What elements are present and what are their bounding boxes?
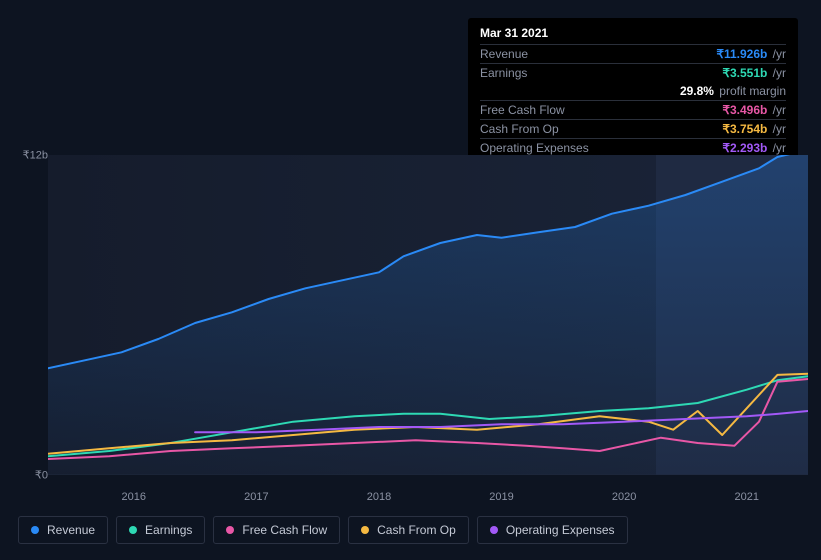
tooltip-row-value: ₹3.496b /yr bbox=[722, 103, 786, 117]
y-axis-tick-label: ₹12b bbox=[23, 149, 48, 162]
tooltip-row-value: 29.8% profit margin bbox=[680, 84, 786, 98]
tooltip-row-value: ₹3.754b /yr bbox=[722, 122, 786, 136]
x-axis-tick-label: 2017 bbox=[244, 491, 268, 503]
legend-label: Free Cash Flow bbox=[242, 523, 327, 537]
legend-dot-icon bbox=[129, 526, 137, 534]
chart-plot[interactable] bbox=[48, 155, 808, 475]
tooltip-row: Revenue ₹11.926b /yr bbox=[480, 44, 786, 63]
financial-chart: ₹0₹12b 201620172018201920202021 bbox=[18, 155, 808, 485]
x-axis-tick-label: 2016 bbox=[122, 491, 146, 503]
tooltip-row-value: ₹11.926b /yr bbox=[716, 47, 786, 61]
y-axis-tick-label: ₹0 bbox=[35, 469, 48, 482]
tooltip-row: Cash From Op ₹3.754b /yr bbox=[480, 119, 786, 138]
tooltip-rows: Revenue ₹11.926b /yr Earnings ₹3.551b /yr 29… bbox=[480, 44, 786, 157]
legend-dot-icon bbox=[226, 526, 234, 534]
tooltip-row-label: Revenue bbox=[480, 47, 528, 61]
legend-item[interactable]: Revenue bbox=[18, 516, 108, 544]
x-axis-tick-label: 2021 bbox=[734, 491, 758, 503]
tooltip-row-value: ₹2.293b /yr bbox=[722, 141, 786, 155]
tooltip-row: Free Cash Flow ₹3.496b /yr bbox=[480, 100, 786, 119]
tooltip-date: Mar 31 2021 bbox=[480, 26, 786, 44]
tooltip-row-label: Free Cash Flow bbox=[480, 103, 565, 117]
tooltip-row-value: ₹3.551b /yr bbox=[722, 66, 786, 80]
tooltip-row-label: Earnings bbox=[480, 66, 527, 80]
x-axis-tick-label: 2020 bbox=[612, 491, 636, 503]
legend-item[interactable]: Earnings bbox=[116, 516, 205, 544]
legend-item[interactable]: Free Cash Flow bbox=[213, 516, 340, 544]
x-axis-tick-label: 2019 bbox=[489, 491, 513, 503]
chart-tooltip: Mar 31 2021 Revenue ₹11.926b /yr Earnings ₹… bbox=[468, 18, 798, 165]
legend-dot-icon bbox=[361, 526, 369, 534]
legend-label: Earnings bbox=[145, 523, 192, 537]
legend-dot-icon bbox=[490, 526, 498, 534]
chart-legend: Revenue Earnings Free Cash Flow Cash From O… bbox=[18, 516, 628, 544]
legend-label: Revenue bbox=[47, 523, 95, 537]
tooltip-row: 29.8% profit margin bbox=[480, 82, 786, 100]
tooltip-row-label: Operating Expenses bbox=[480, 141, 589, 155]
legend-item[interactable]: Cash From Op bbox=[348, 516, 469, 544]
x-axis-tick-label: 2018 bbox=[367, 491, 391, 503]
y-axis-labels: ₹0₹12b bbox=[18, 155, 48, 485]
tooltip-row: Earnings ₹3.551b /yr bbox=[480, 63, 786, 82]
x-axis-labels: 2016 2017 2018 2019 2020 2021 bbox=[48, 491, 808, 505]
legend-item[interactable]: Operating Expenses bbox=[477, 516, 628, 544]
legend-label: Cash From Op bbox=[377, 523, 456, 537]
legend-dot-icon bbox=[31, 526, 39, 534]
legend-label: Operating Expenses bbox=[506, 523, 615, 537]
tooltip-row-label: Cash From Op bbox=[480, 122, 559, 136]
